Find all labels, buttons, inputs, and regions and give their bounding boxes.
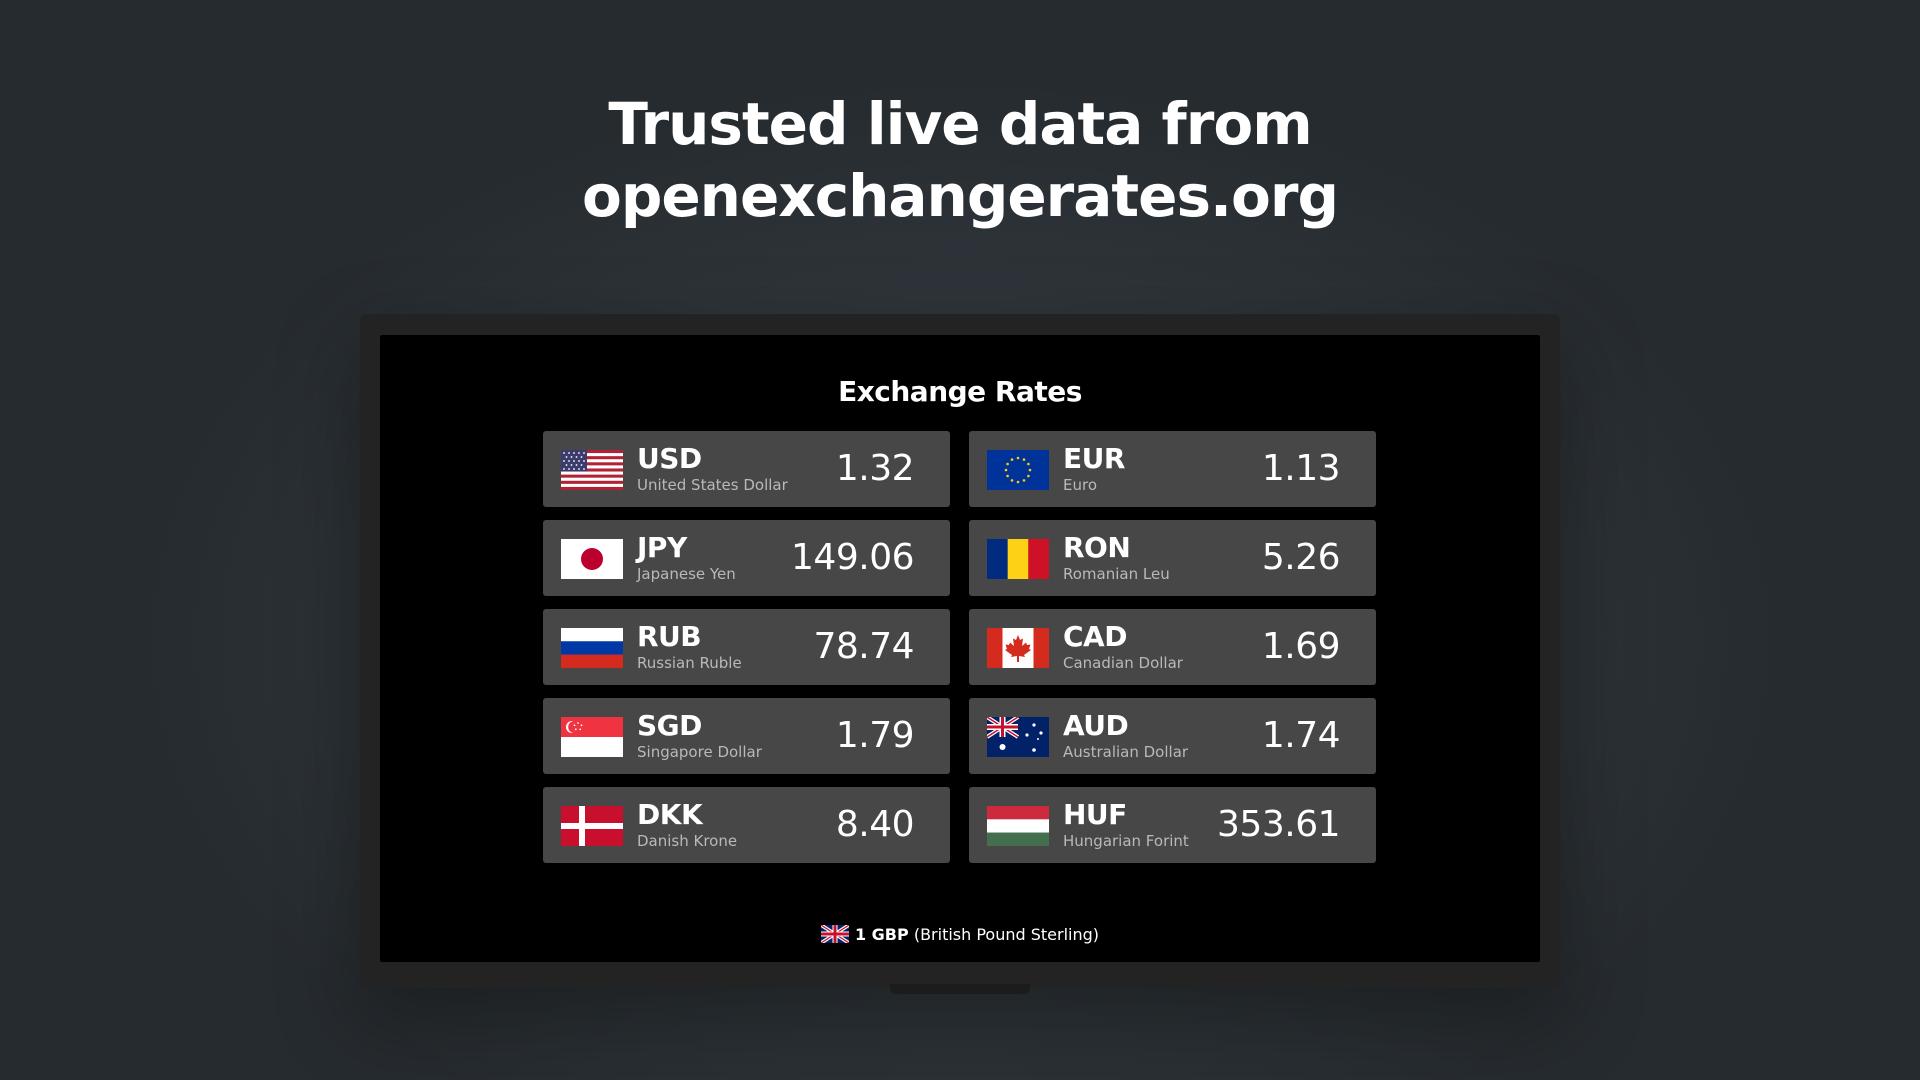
currency-code: EUR: [1063, 442, 1125, 475]
rate-value: 78.74: [813, 626, 914, 667]
tv-frame: Exchange Rates: [360, 314, 1560, 988]
currency-code: USD: [637, 442, 702, 475]
currency-name: Danish Krone: [637, 832, 738, 850]
rate-card-dkk: DKK Danish Krone 8.40: [543, 787, 950, 863]
rate-value: 1.32: [835, 448, 915, 489]
gb-flag-icon: [820, 925, 849, 943]
rate-card-rub: RUB Russian Ruble 78.74: [543, 609, 950, 685]
currency-code: AUD: [1063, 709, 1129, 742]
base-currency-name: (British Pound Sterling): [913, 925, 1100, 944]
currency-name: Singapore Dollar: [637, 743, 762, 761]
us-flag-icon: [561, 450, 623, 490]
currency-code: JPY: [637, 531, 687, 564]
ro-flag-icon: [987, 539, 1049, 579]
screen-title: Exchange Rates: [838, 375, 1082, 408]
rate-value: 1.69: [1261, 626, 1341, 667]
currency-name: United States Dollar: [637, 476, 788, 494]
rate-card-aud: AUD Australian Dollar 1.74: [969, 698, 1376, 774]
ca-flag-icon: [987, 628, 1049, 668]
sg-flag-icon: [561, 717, 623, 757]
currency-code: CAD: [1063, 620, 1127, 653]
rate-card-jpy: JPY Japanese Yen 149.06: [543, 520, 950, 596]
currency-name: Canadian Dollar: [1063, 654, 1183, 672]
rate-value: 353.61: [1217, 804, 1340, 845]
jp-flag-icon: [561, 539, 623, 579]
currency-code: SGD: [637, 709, 702, 742]
rate-value: 1.79: [835, 715, 915, 756]
rates-grid: USD United States Dollar 1.32: [543, 431, 1377, 863]
tv-stand: [890, 984, 1030, 994]
rate-card-cad: CAD Canadian Dollar 1.69: [969, 609, 1376, 685]
rate-card-sgd: SGD Singapore Dollar 1.79: [543, 698, 950, 774]
hu-flag-icon: [987, 806, 1049, 846]
base-currency: 1 GBP (British Pound Sterling): [380, 925, 1540, 945]
currency-code: RUB: [637, 620, 702, 653]
tv-screen: Exchange Rates: [380, 335, 1540, 962]
rate-card-ron: RON Romanian Leu 5.26: [969, 520, 1376, 596]
currency-name: Euro: [1063, 476, 1097, 494]
currency-name: Hungarian Forint: [1063, 832, 1189, 850]
rate-card-eur: EUR Euro 1.13: [969, 431, 1376, 507]
currency-name: Romanian Leu: [1063, 565, 1170, 583]
currency-code: HUF: [1063, 798, 1127, 831]
base-currency-code: 1 GBP: [854, 925, 909, 944]
dk-flag-icon: [561, 806, 623, 846]
headline-line-1: Trusted live data from: [608, 90, 1312, 158]
currency-name: Japanese Yen: [637, 565, 736, 583]
rate-card-huf: HUF Hungarian Forint 353.61: [969, 787, 1376, 863]
currency-name: Russian Ruble: [637, 654, 742, 672]
currency-code: RON: [1063, 531, 1131, 564]
rate-value: 149.06: [791, 537, 914, 578]
headline: Trusted live data from openexchangerates…: [0, 88, 1920, 232]
rate-value: 8.40: [835, 804, 915, 845]
rate-card-usd: USD United States Dollar 1.32: [543, 431, 950, 507]
au-flag-icon: [987, 717, 1049, 757]
rate-value: 5.26: [1261, 537, 1341, 578]
ru-flag-icon: [561, 628, 623, 668]
currency-name: Australian Dollar: [1063, 743, 1189, 761]
headline-line-2: openexchangerates.org: [581, 162, 1339, 230]
eu-flag-icon: [987, 450, 1049, 490]
currency-code: DKK: [637, 798, 703, 831]
rate-value: 1.74: [1261, 715, 1341, 756]
rate-value: 1.13: [1261, 448, 1341, 489]
